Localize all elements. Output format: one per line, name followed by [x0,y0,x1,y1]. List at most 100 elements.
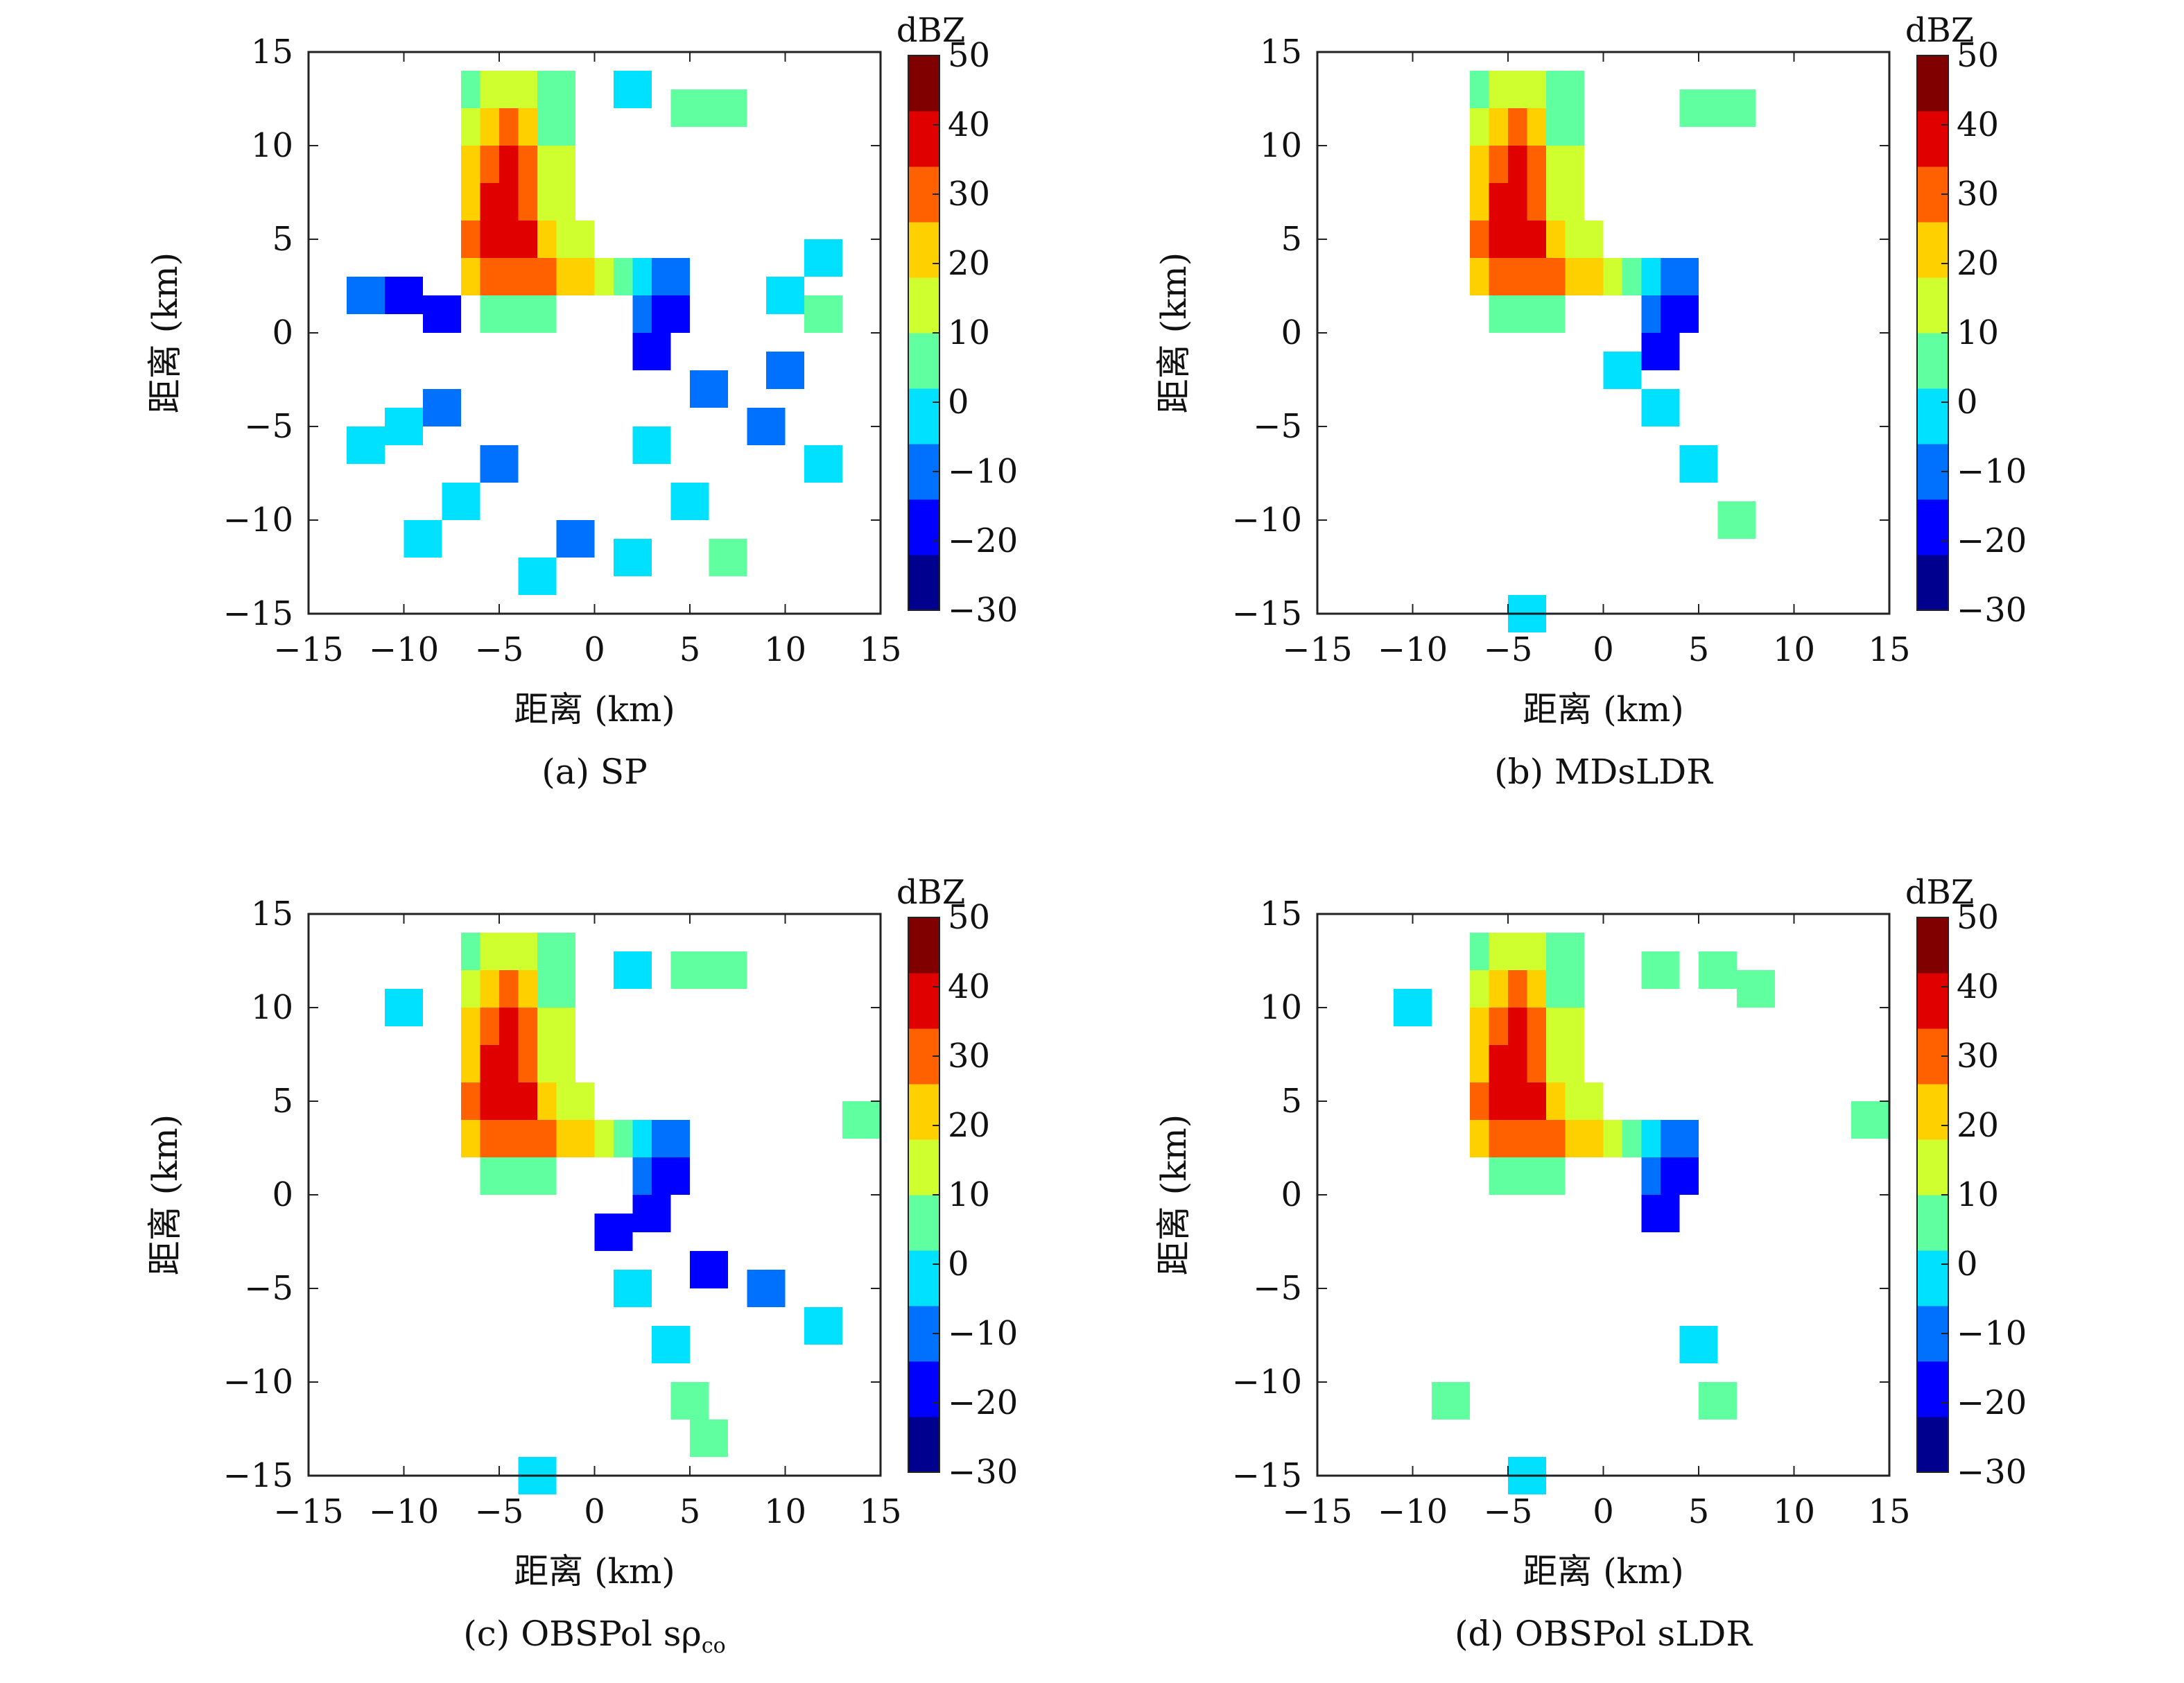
colorbar-tick-label: −30 [1957,591,2027,630]
heatmap-cell [632,333,671,370]
heatmap-cell [766,352,804,389]
heatmap-cell [480,445,519,483]
colorbar-tick-label: 40 [948,967,990,1006]
colorbar-segment [908,1361,939,1417]
heatmap-cell [614,951,652,989]
x-tick-label: −15 [273,1492,343,1531]
y-tick-label: −5 [244,407,293,446]
colorbar-segment [1917,1361,1948,1417]
heatmap-cell [690,1419,728,1457]
heatmap-cell [1641,389,1680,426]
colorbar-tick-label: 40 [1957,967,1999,1006]
heatmap-cell [385,277,423,314]
x-tick-label: −5 [1484,1492,1533,1531]
heatmap-cell [1527,1157,1566,1195]
x-tick-label: −10 [369,630,439,669]
x-tick-label: 10 [764,1492,806,1531]
heatmap-cell [1546,71,1584,108]
colorbar-segment [908,973,939,1029]
x-tick-label: 0 [584,1492,605,1531]
x-tick-label: 0 [584,630,605,669]
colorbar-segment [1917,55,1948,112]
heatmap-cell [1546,1008,1584,1045]
panel-caption: (d) OBSPol sLDR [1455,1614,1753,1654]
x-tick-label: 0 [1593,1492,1614,1531]
colorbar-tick-label: −30 [948,1453,1018,1492]
heatmap-cell [537,183,575,221]
colorbar-segment [1917,499,1948,555]
heatmap-cell [1661,295,1699,333]
y-tick-label: −15 [1232,594,1302,633]
colorbar-segment [1917,1417,1948,1473]
heatmap-cell [747,408,786,445]
x-tick-label: 15 [1868,630,1910,669]
colorbar-tick-label: −30 [948,591,1018,630]
colorbar-segment [908,555,939,611]
x-tick-label: 15 [859,1492,901,1531]
x-tick-label: −5 [475,630,524,669]
colorbar-segment [1917,1195,1948,1251]
colorbar-segment [908,333,939,389]
x-tick-label: −15 [1282,630,1352,669]
heatmap-cell [1432,1382,1470,1419]
colorbar-tick-label: 50 [948,36,990,75]
heatmap-cell [556,1082,595,1120]
panel-caption: (b) MDsLDR [1494,752,1713,792]
heatmap-cell [537,1008,575,1045]
colorbar-segment [1917,277,1948,334]
colorbar-tick-label: 0 [948,383,969,422]
colorbar-segment [1917,917,1948,974]
y-tick-label: 15 [1260,33,1302,71]
colorbar: 50 40 30 20 10 0 −10 −20 −30 dBZ [896,873,1018,1492]
colorbar-tick-label: 30 [948,1037,990,1076]
y-tick-label: −15 [223,594,293,633]
x-tick-label: 0 [1593,630,1614,669]
colorbar: 50 40 30 20 10 0 −10 −20 −30 dBZ [1905,11,2027,630]
heatmap-cell [614,71,652,108]
panel-caption: (a) SP [541,752,648,792]
heatmap-cell [804,1307,842,1345]
heatmap-cell [1546,1045,1584,1082]
y-tick-label: 5 [1281,220,1302,259]
heatmap-cell [556,520,595,558]
colorbar-tick-label: −20 [1957,1383,2027,1422]
colorbar-segment [908,222,939,278]
colorbar-label: dBZ [1905,11,1974,50]
heatmap-cell [709,89,747,127]
heatmap-cell [690,370,728,408]
colorbar-tick-label: −20 [948,521,1018,560]
colorbar-tick-label: −20 [1957,521,2027,560]
colorbar-tick-label: −30 [1957,1453,2027,1492]
colorbar-tick-label: 20 [948,244,990,283]
x-tick-label: −5 [475,1492,524,1531]
y-tick-label: −10 [1232,501,1302,540]
heatmap-cell [670,1382,709,1419]
heatmap-cells [1394,933,1889,1494]
colorbar: 50 40 30 20 10 0 −10 −20 −30 dBZ [1905,873,2027,1492]
colorbar-segment [908,1250,939,1306]
heatmap-cell [652,1326,690,1363]
x-tick-label: −5 [1484,630,1533,669]
y-tick-label: −10 [223,501,293,540]
heatmap-cell [1661,1120,1699,1157]
colorbar-segment [1917,1250,1948,1306]
colorbar-tick-label: 10 [948,313,990,352]
heatmap-cell [1546,108,1584,146]
colorbar-tick-label: 30 [1957,1037,1999,1076]
heatmap-cell [670,483,709,520]
heatmap-cell [537,146,575,183]
colorbar-tick-label: 50 [1957,36,1999,75]
x-tick-label: −10 [1378,630,1448,669]
heatmap-cell [652,1120,690,1157]
heatmap-cells [1470,71,1756,632]
heatmap-cell [690,1251,728,1288]
x-tick-label: 10 [1773,630,1815,669]
x-axis-label: 距离 (km) [1523,1551,1684,1591]
colorbar-tick-label: 50 [1957,898,1999,937]
y-tick-label: 5 [272,1082,293,1121]
heatmap-cell [518,295,557,333]
heatmap-cell [670,951,709,989]
x-tick-label: 15 [1868,1492,1910,1531]
